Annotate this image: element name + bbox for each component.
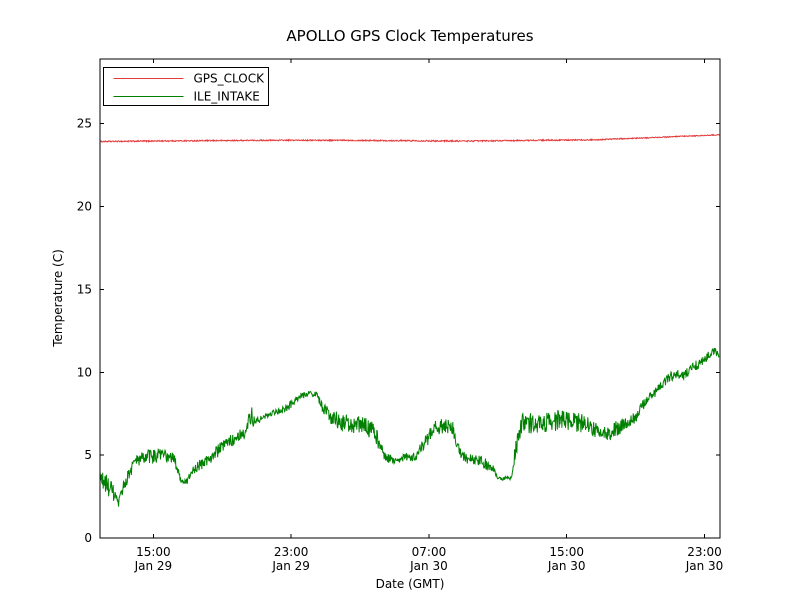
- x-axis-label: Date (GMT): [376, 577, 445, 591]
- y-tick-label: 25: [77, 117, 92, 131]
- x-tick-label-time: 15:00: [136, 545, 171, 559]
- x-tick-label-time: 15:00: [549, 545, 584, 559]
- y-tick-label: 15: [77, 282, 92, 296]
- x-tick-label-date: Jan 30: [685, 559, 724, 573]
- y-tick-label: 0: [84, 531, 92, 545]
- x-tick-label-date: Jan 29: [271, 559, 310, 573]
- x-tick-label-date: Jan 30: [547, 559, 586, 573]
- x-tick-label-time: 07:00: [412, 545, 447, 559]
- x-tick-label-date: Jan 30: [409, 559, 448, 573]
- y-tick-label: 20: [77, 200, 92, 214]
- x-tick-label-time: 23:00: [274, 545, 309, 559]
- legend-label-ile-intake: ILE_INTAKE: [194, 90, 260, 104]
- y-axis-label: Temperature (C): [51, 249, 65, 348]
- y-tick-label: 5: [84, 448, 92, 462]
- plot-border: [99, 58, 721, 539]
- series-line-ile-intake: [99, 347, 720, 507]
- x-tick-label-date: Jan 29: [134, 559, 173, 573]
- y-tick-label: 10: [77, 365, 92, 379]
- legend-box: [103, 67, 269, 106]
- x-tick-label-time: 23:00: [687, 545, 722, 559]
- legend-label-gps-clock: GPS_CLOCK: [194, 72, 266, 86]
- series-line-gps-clock: [99, 133, 721, 144]
- chart-title: APOLLO GPS Clock Temperatures: [286, 27, 533, 45]
